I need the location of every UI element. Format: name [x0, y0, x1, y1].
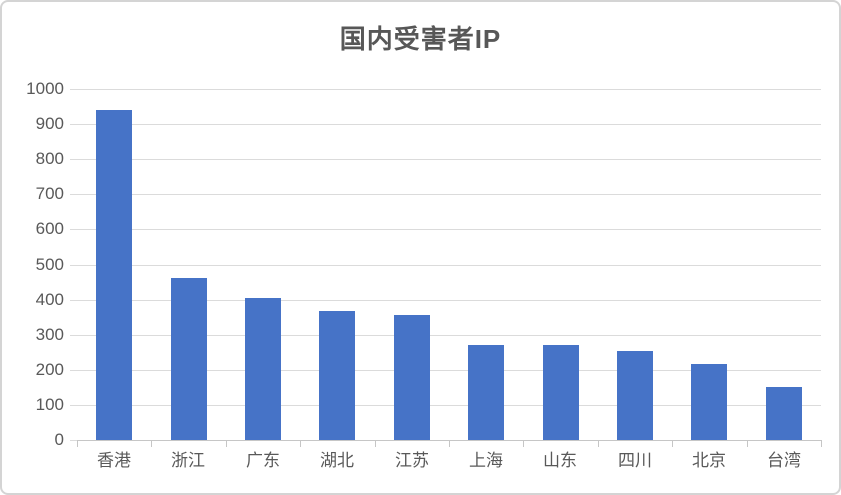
y-axis-label: 100	[35, 395, 64, 414]
gridline	[77, 194, 821, 195]
gridline	[77, 300, 821, 301]
x-tick	[598, 440, 599, 447]
gridline	[77, 124, 821, 125]
x-tick	[77, 440, 78, 447]
x-axis-label: 广东	[246, 451, 280, 470]
chart-bar	[319, 311, 355, 440]
y-tick	[70, 194, 84, 195]
chart-title: 国内受害者IP	[339, 24, 502, 54]
chart-bar	[171, 278, 207, 440]
y-axis-label: 0	[54, 430, 64, 449]
x-tick	[672, 440, 673, 447]
x-axis-label: 湖北	[320, 451, 354, 470]
gridline	[77, 89, 821, 90]
x-axis-label: 上海	[469, 451, 503, 470]
y-axis-label: 700	[35, 184, 64, 203]
gridline	[77, 229, 821, 230]
x-tick	[226, 440, 227, 447]
y-tick	[70, 124, 84, 125]
x-axis-label: 北京	[692, 451, 726, 470]
x-tick	[449, 440, 450, 447]
chart-bar	[96, 110, 132, 440]
gridline	[77, 265, 821, 266]
y-axis-label: 500	[35, 255, 64, 274]
chart-bar	[394, 315, 430, 440]
gridline	[77, 335, 821, 336]
chart-bar	[617, 351, 653, 440]
x-axis-label: 台湾	[767, 451, 801, 470]
x-axis-label: 香港	[97, 451, 131, 470]
y-tick	[70, 229, 84, 230]
chart-bar	[468, 345, 504, 440]
chart-bar	[543, 345, 579, 440]
x-tick	[375, 440, 376, 447]
x-tick	[151, 440, 152, 447]
x-axis-label: 四川	[618, 451, 652, 470]
y-axis-label: 200	[35, 360, 64, 379]
x-tick	[523, 440, 524, 447]
y-axis-label: 1000	[26, 79, 64, 98]
chart-bar	[245, 298, 281, 440]
gridline	[77, 405, 821, 406]
chart-bar	[691, 364, 727, 440]
gridline	[77, 159, 821, 160]
y-tick	[70, 265, 84, 266]
x-axis-label: 江苏	[395, 451, 429, 470]
y-axis-label: 800	[35, 149, 64, 168]
y-tick	[70, 89, 84, 90]
y-tick	[70, 405, 84, 406]
y-tick	[70, 370, 84, 371]
y-tick	[70, 159, 84, 160]
x-axis-label: 浙江	[171, 451, 205, 470]
y-tick	[70, 300, 84, 301]
x-axis-label: 山东	[543, 451, 577, 470]
y-axis-label: 300	[35, 325, 64, 344]
x-tick	[821, 440, 822, 447]
y-axis-label: 900	[35, 114, 64, 133]
chart-bar	[766, 387, 802, 440]
y-axis-label: 400	[35, 290, 64, 309]
y-axis-label: 600	[35, 219, 64, 238]
y-tick	[70, 335, 84, 336]
x-tick	[300, 440, 301, 447]
x-tick	[747, 440, 748, 447]
gridline	[77, 370, 821, 371]
